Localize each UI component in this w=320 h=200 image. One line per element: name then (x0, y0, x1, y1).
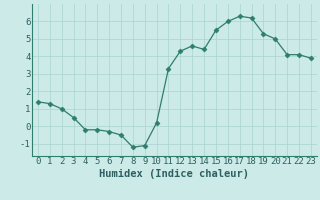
X-axis label: Humidex (Indice chaleur): Humidex (Indice chaleur) (100, 169, 249, 179)
